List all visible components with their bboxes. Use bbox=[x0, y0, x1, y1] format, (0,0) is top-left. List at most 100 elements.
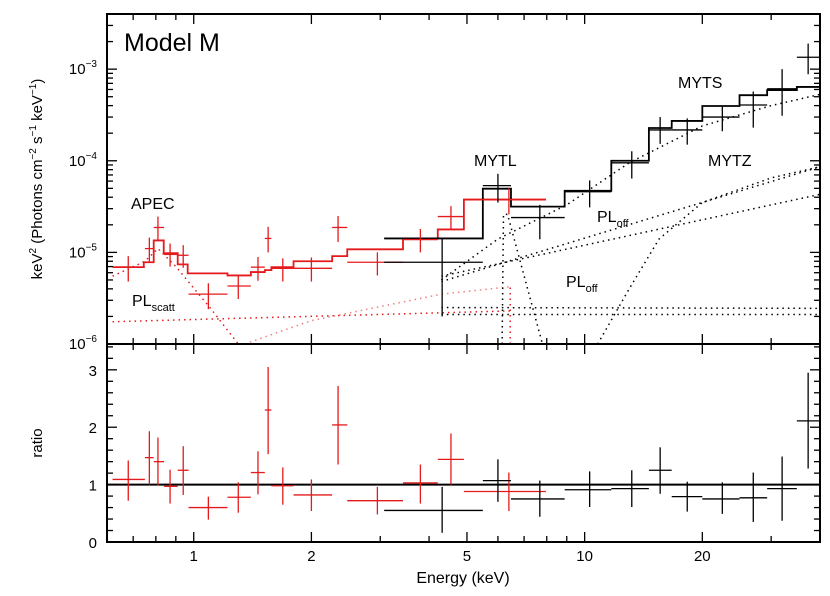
black-ratio-point bbox=[564, 471, 612, 507]
red-data-point bbox=[153, 216, 165, 241]
component-black-pl-off-lower bbox=[441, 193, 820, 277]
x-axis-label: Energy (keV) bbox=[416, 570, 509, 587]
y-axis-label-ratio: ratio bbox=[29, 428, 46, 457]
y-tick-label-ratio: 3 bbox=[89, 363, 97, 380]
red-ratio-point bbox=[144, 431, 154, 485]
black-data-point bbox=[564, 180, 612, 208]
x-tick-label: 1 bbox=[190, 548, 198, 565]
y-label-part: 2 bbox=[28, 247, 39, 253]
y-label-part: −2 bbox=[28, 148, 39, 160]
red-ratio-point bbox=[250, 451, 265, 495]
black-data-point bbox=[384, 238, 483, 317]
black-data-point bbox=[611, 151, 649, 179]
label-mytz: MYTZ bbox=[708, 153, 752, 170]
component-red-apec bbox=[112, 247, 239, 344]
y-tick-label-spectrum: 10−3 bbox=[69, 59, 98, 78]
label-myts: MYTS bbox=[678, 75, 722, 92]
label-pl-scatt-main: PL bbox=[132, 293, 152, 310]
y-label-part: keV bbox=[29, 253, 46, 279]
black-ratio-point bbox=[767, 456, 797, 521]
y-label-part: −1 bbox=[28, 83, 39, 95]
label-pl-off-upper-main: PL bbox=[597, 209, 617, 226]
red-ratio-point bbox=[164, 469, 178, 504]
red-ratio-point bbox=[153, 437, 165, 486]
red-ratio-point bbox=[227, 482, 251, 513]
y-tick-base: 10 bbox=[69, 336, 86, 353]
red-data-point bbox=[463, 188, 546, 215]
black-ratio-point bbox=[796, 372, 820, 469]
red-data-point bbox=[293, 257, 333, 282]
black-data-point bbox=[739, 91, 768, 128]
black-data-point bbox=[510, 204, 565, 240]
red-data-point bbox=[264, 226, 272, 253]
axis-ticks bbox=[106, 13, 821, 542]
ratio-points bbox=[107, 366, 820, 533]
red-ratio-point bbox=[264, 366, 272, 455]
ratio-panel-plot-area bbox=[107, 366, 820, 533]
y-tick-exponent: −3 bbox=[86, 59, 98, 70]
y-tick-base: 10 bbox=[69, 244, 86, 261]
label-pl-off-upper-sub: off bbox=[617, 218, 630, 230]
y-tick-label-ratio: 2 bbox=[89, 420, 97, 437]
red-data-point bbox=[177, 245, 189, 268]
y-tick-label-spectrum: 10−4 bbox=[69, 151, 98, 170]
ratio-panel-frame bbox=[106, 343, 821, 543]
label-mytl: MYTL bbox=[474, 153, 517, 170]
red-ratio-point bbox=[177, 446, 189, 495]
x-tick-label: 20 bbox=[694, 548, 711, 565]
data-points bbox=[112, 43, 820, 317]
red-data-point bbox=[144, 237, 154, 263]
y-tick-exponent: −5 bbox=[86, 242, 98, 253]
y-label-part: ) bbox=[29, 79, 46, 84]
label-pl-scatt-sub: scatt bbox=[152, 302, 175, 314]
red-model bbox=[112, 198, 546, 277]
y-tick-label-ratio: 1 bbox=[89, 478, 97, 495]
y-tick-exponent: −4 bbox=[86, 151, 98, 162]
red-data-point bbox=[347, 252, 403, 276]
black-ratio-point bbox=[482, 459, 511, 502]
black-ratio-point bbox=[702, 482, 740, 514]
red-ratio-point bbox=[347, 486, 403, 515]
red-ratio-point bbox=[271, 467, 294, 505]
y-label-part: −1 bbox=[28, 125, 39, 137]
red-ratio-point bbox=[402, 464, 438, 504]
red-ratio-point bbox=[112, 460, 145, 501]
y-axis-label-spectrum: keV2 (Photons cm−2 s−1 keV−1) bbox=[28, 79, 46, 280]
component-black-pl-scatt-1 bbox=[441, 306, 820, 310]
label-pl-off-lower-sub: off bbox=[586, 283, 599, 295]
x-tick-label: 5 bbox=[463, 548, 471, 565]
red-ratio-point bbox=[437, 433, 464, 485]
black-ratio-point bbox=[384, 486, 483, 533]
black-data-point bbox=[671, 118, 703, 145]
red-data-point bbox=[271, 258, 294, 282]
red-data-point bbox=[164, 243, 178, 267]
black-data-point bbox=[767, 69, 797, 116]
component-red-pl-scatt bbox=[112, 310, 512, 323]
black-data-point bbox=[796, 43, 820, 75]
label-pl-off-lower: PLoff bbox=[566, 274, 599, 295]
y-tick-label-ratio: 0 bbox=[89, 535, 97, 552]
label-pl-off-upper: PLoff bbox=[597, 209, 630, 230]
red-data-point bbox=[112, 256, 145, 282]
red-ratio-point bbox=[293, 479, 333, 512]
y-tick-exponent: −6 bbox=[86, 334, 98, 345]
chart-title: Model M bbox=[124, 29, 220, 57]
component-black-mytl bbox=[501, 213, 544, 344]
y-tick-base: 10 bbox=[69, 61, 86, 78]
red-data-point bbox=[250, 257, 265, 281]
y-tick-base: 10 bbox=[69, 153, 86, 170]
y-tick-label-spectrum: 10−5 bbox=[69, 242, 98, 261]
red-data-point bbox=[227, 274, 251, 299]
red-ratio-point bbox=[463, 472, 546, 512]
x-tick-label: 2 bbox=[307, 548, 315, 565]
red-data-point bbox=[332, 215, 348, 242]
label-pl-off-lower-main: PL bbox=[566, 274, 586, 291]
x-tick-label: 10 bbox=[576, 548, 593, 565]
y-label-part: keV bbox=[29, 95, 46, 125]
component-red-pl-off bbox=[244, 286, 509, 344]
label-pl-scatt: PLscatt bbox=[132, 293, 175, 314]
black-ratio-point bbox=[739, 472, 768, 522]
red-data-point bbox=[437, 206, 464, 229]
